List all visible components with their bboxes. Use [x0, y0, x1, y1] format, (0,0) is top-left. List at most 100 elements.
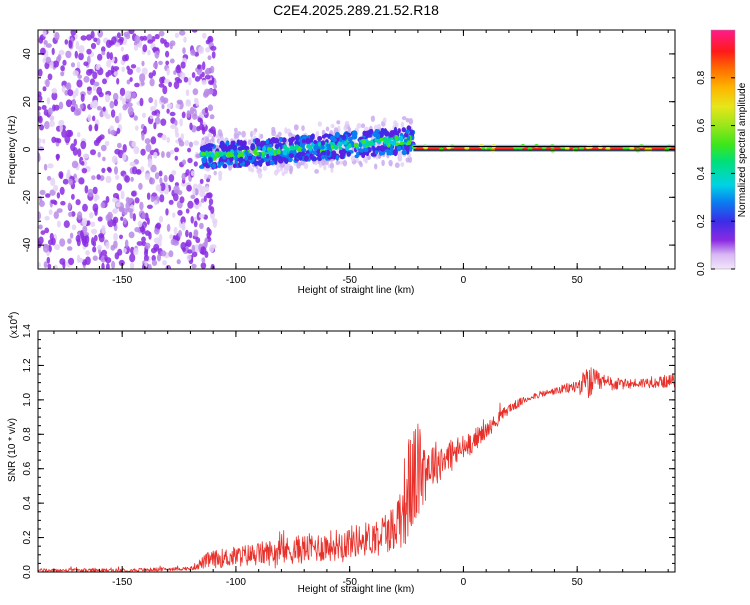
- noise-blob: [84, 241, 89, 247]
- noise-blob: [140, 149, 145, 156]
- band-blob: [299, 155, 303, 161]
- band-halo: [271, 127, 275, 133]
- band-blob: [266, 140, 270, 145]
- noise-blob: [207, 192, 213, 198]
- noise-blob: [50, 178, 55, 186]
- band-blob: [215, 151, 219, 157]
- noise-blob: [113, 208, 117, 213]
- noise-blob: [192, 245, 196, 253]
- noise-blob: [188, 77, 192, 86]
- band-blob: [309, 145, 312, 150]
- noise-blob: [76, 41, 80, 50]
- band-halo: [274, 170, 278, 176]
- band-blob: [304, 155, 309, 161]
- noise-blob: [102, 78, 107, 84]
- noise-blob: [97, 54, 102, 61]
- noise-blob: [159, 77, 164, 84]
- noise-blob: [123, 32, 129, 37]
- band-halo: [374, 164, 377, 170]
- noise-blob: [157, 254, 161, 262]
- noise-blob: [126, 197, 130, 203]
- noise-blob: [121, 67, 125, 73]
- noise-blob: [207, 89, 213, 95]
- noise-blob: [78, 53, 84, 61]
- noise-blob: [210, 46, 216, 51]
- noise-blob: [187, 110, 191, 118]
- noise-blob: [187, 148, 191, 153]
- noise-blob: [94, 124, 98, 132]
- noise-blob: [131, 64, 136, 68]
- noise-blob: [113, 233, 118, 242]
- band-blob: [341, 135, 346, 140]
- band-blob: [392, 140, 396, 146]
- noise-blob: [120, 217, 123, 221]
- band-blob: [274, 161, 277, 165]
- noise-blob: [38, 237, 43, 245]
- noise-blob: [105, 94, 110, 102]
- noise-blob: [36, 95, 42, 102]
- band-blob: [390, 130, 395, 136]
- x-tick-label: -100: [226, 577, 246, 588]
- noise-blob: [105, 242, 109, 249]
- noise-blob: [129, 254, 135, 263]
- band-blob: [233, 164, 237, 169]
- band-blob: [283, 150, 288, 156]
- band-blob: [366, 141, 371, 147]
- noise-blob: [121, 191, 125, 200]
- band-halo: [336, 161, 340, 166]
- noise-blob: [124, 175, 130, 182]
- y-tick-label: 40: [22, 48, 33, 60]
- noise-blob: [98, 152, 101, 158]
- noise-blob: [209, 245, 214, 253]
- noise-blob: [39, 37, 43, 44]
- noise-blob: [177, 100, 183, 105]
- band-blob: [211, 152, 215, 158]
- noise-blob: [76, 79, 82, 87]
- noise-blob: [71, 194, 75, 200]
- noise-blob: [99, 234, 105, 242]
- noise-blob: [119, 96, 123, 101]
- band-halo: [294, 124, 298, 130]
- noise-blob: [65, 51, 71, 59]
- noise-blob: [76, 199, 81, 205]
- noise-blob: [76, 235, 81, 242]
- noise-blob: [208, 80, 214, 85]
- band-halo: [361, 123, 365, 128]
- noise-blob: [150, 78, 155, 86]
- band-halo: [343, 160, 347, 166]
- noise-blob: [86, 49, 91, 55]
- spectrogram-y-label: Frequency (Hz): [7, 116, 18, 185]
- band-halo: [204, 174, 208, 180]
- noise-blob: [167, 137, 170, 143]
- noise-blob: [186, 101, 192, 107]
- noise-blob: [179, 118, 183, 126]
- noise-blob: [105, 141, 110, 146]
- band-halo: [211, 136, 214, 142]
- noise-blob: [81, 35, 87, 40]
- noise-blob: [85, 250, 90, 256]
- noise-blob: [92, 247, 96, 253]
- noise-blob: [141, 213, 146, 219]
- noise-blob: [121, 47, 124, 52]
- noise-blob: [172, 212, 175, 217]
- band-blob: [201, 152, 207, 156]
- x-tick-label: -150: [112, 577, 132, 588]
- noise-blob: [66, 99, 72, 107]
- noise-blob: [134, 45, 138, 51]
- noise-blob: [75, 51, 78, 59]
- band-blob: [293, 151, 297, 155]
- band-halo: [251, 168, 254, 173]
- noise-blob: [89, 212, 94, 218]
- x-tick-label: -150: [112, 275, 132, 286]
- y-tick-label: 0: [22, 146, 33, 152]
- noise-blob: [71, 62, 75, 67]
- noise-blob: [139, 73, 145, 82]
- band-blob: [244, 156, 248, 161]
- noise-blob: [187, 255, 192, 261]
- noise-blob: [38, 225, 42, 230]
- band-blob: [310, 134, 315, 140]
- noise-blob: [140, 98, 144, 107]
- noise-blob: [40, 190, 46, 195]
- band-halo: [282, 172, 286, 177]
- noise-blob: [37, 262, 41, 268]
